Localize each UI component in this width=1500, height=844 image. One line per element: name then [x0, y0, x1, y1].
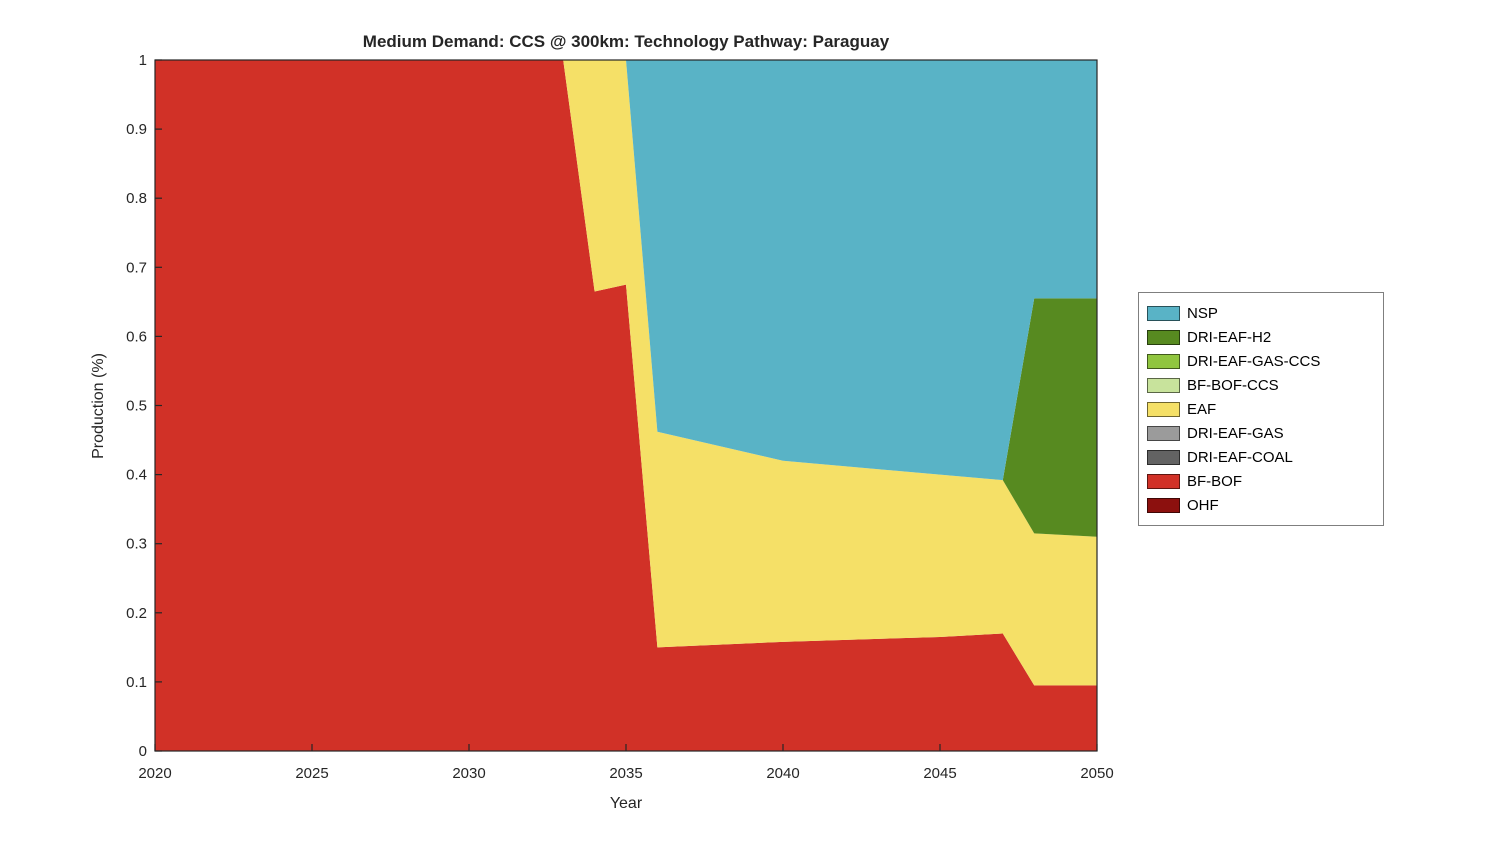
legend-label: DRI-EAF-H2: [1187, 328, 1272, 346]
legend-swatch: [1147, 353, 1180, 369]
y-tick-label: 0.7: [126, 259, 147, 276]
legend-label: EAF: [1187, 400, 1217, 418]
stacked-areas: [155, 60, 1097, 751]
area-NSP: [155, 60, 1097, 481]
legend-swatch: [1147, 473, 1180, 489]
y-tick-label: 0.3: [126, 536, 147, 553]
x-tick-label: 2045: [923, 765, 956, 782]
x-tick-label: 2020: [138, 765, 171, 782]
x-tick-label: 2050: [1080, 765, 1113, 782]
y-tick-label: 0.6: [126, 328, 147, 345]
legend-item-DRI-EAF-H2: DRI-EAF-H2: [1147, 325, 1383, 349]
legend-label: DRI-EAF-COAL: [1187, 448, 1293, 466]
legend-item-DRI-EAF-GAS: DRI-EAF-GAS: [1147, 421, 1383, 445]
legend-swatch: [1147, 401, 1180, 417]
legend-swatch: [1147, 497, 1180, 513]
legend-swatch: [1147, 377, 1180, 393]
y-tick-label: 0.2: [126, 605, 147, 622]
y-tick-label: 0.1: [126, 674, 147, 691]
area-EAF: [155, 60, 1097, 686]
legend-swatch: [1147, 449, 1180, 465]
legend-label: DRI-EAF-GAS: [1187, 424, 1284, 442]
area-BF-BOF: [155, 60, 1097, 751]
x-tick-label: 2035: [609, 765, 642, 782]
legend-item-EAF: EAF: [1147, 397, 1383, 421]
y-tick-label: 0: [139, 743, 147, 760]
legend-label: BF-BOF: [1187, 472, 1242, 490]
x-tick-label: 2040: [766, 765, 799, 782]
legend-item-DRI-EAF-COAL: DRI-EAF-COAL: [1147, 445, 1383, 469]
legend-item-NSP: NSP: [1147, 301, 1383, 325]
axes: 2020 2025 2030 2035 2040 2045 2050 0 0.1 0.2 0.3 0.…: [126, 52, 1114, 782]
legend-label: OHF: [1187, 496, 1219, 514]
x-tick-label: 2025: [295, 765, 328, 782]
legend-label: NSP: [1187, 304, 1218, 322]
legend-label: BF-BOF-CCS: [1187, 376, 1279, 394]
legend-item-OHF: OHF: [1147, 493, 1383, 517]
x-tick-label: 2030: [452, 765, 485, 782]
y-tick-label: 1: [139, 52, 147, 69]
legend: NSP DRI-EAF-H2 DRI-EAF-GAS-CCS BF-BOF-CCS EA…: [1138, 292, 1384, 526]
y-tick-label: 0.4: [126, 467, 147, 484]
legend-item-BF-BOF-CCS: BF-BOF-CCS: [1147, 373, 1383, 397]
legend-swatch: [1147, 305, 1180, 321]
y-tick-label: 0.9: [126, 121, 147, 138]
x-axis-label: Year: [610, 795, 643, 812]
legend-swatch: [1147, 425, 1180, 441]
legend-swatch: [1147, 329, 1180, 345]
legend-item-BF-BOF: BF-BOF: [1147, 469, 1383, 493]
legend-item-DRI-EAF-GAS-CCS: DRI-EAF-GAS-CCS: [1147, 349, 1383, 373]
chart-title: Medium Demand: CCS @ 300km: Technology P…: [363, 32, 890, 51]
y-tick-label: 0.8: [126, 190, 147, 207]
legend-label: DRI-EAF-GAS-CCS: [1187, 352, 1321, 370]
y-axis-label: Production (%): [90, 353, 107, 459]
y-tick-label: 0.5: [126, 398, 147, 415]
